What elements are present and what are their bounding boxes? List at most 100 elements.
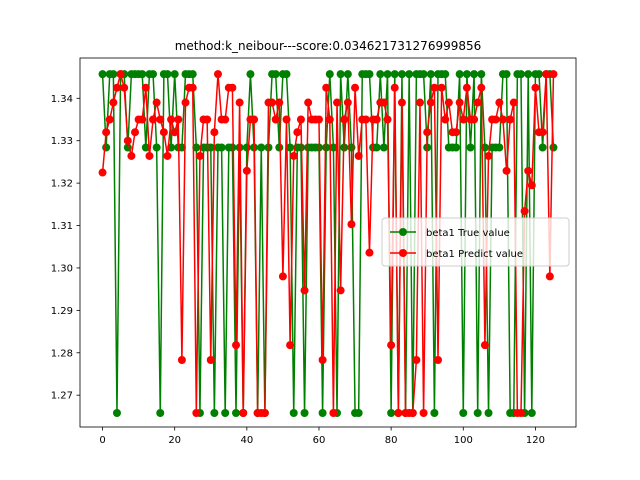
series-1-point (545, 272, 554, 281)
series-1-point (491, 115, 500, 124)
series-1-point (495, 98, 504, 107)
series-1-point (260, 409, 269, 417)
series-1-point (434, 355, 443, 364)
series-1-point (379, 98, 388, 107)
x-tick-label: 120 (526, 435, 545, 446)
series-1-point (462, 83, 471, 92)
y-tick-label: 1.28 (51, 348, 73, 359)
series-1-point (408, 409, 417, 417)
series-0-point (452, 143, 461, 152)
series-1-point (354, 151, 363, 160)
series-0-point (177, 143, 186, 152)
series-0-point (502, 70, 511, 79)
series-1-point (232, 341, 241, 350)
series-1-point (343, 98, 352, 107)
series-1-point (286, 341, 295, 350)
series-0-point (473, 409, 482, 417)
series-0-point (376, 70, 385, 79)
series-0-point (495, 143, 504, 152)
chart-title: method:k_neibour---score:0.0346217312769… (175, 39, 482, 53)
series-1-point (480, 341, 489, 350)
x-tick-label: 40 (240, 435, 253, 446)
series-0-point (336, 70, 345, 79)
series-0-point (343, 70, 352, 79)
series-1-point (477, 83, 486, 92)
series-1-point (372, 115, 381, 124)
series-0-point (538, 143, 547, 152)
series-1-point (242, 166, 251, 175)
series-1-point (318, 355, 327, 364)
series-1-point (120, 83, 129, 92)
legend-swatch-marker (399, 228, 407, 236)
series-1-point (437, 83, 446, 92)
y-tick-label: 1.32 (51, 179, 73, 190)
series-1-point (127, 151, 136, 160)
series-1-point (138, 115, 147, 124)
series-0-point (271, 70, 280, 79)
series-1-point (131, 128, 140, 137)
series-0-point (98, 70, 107, 79)
series-1-point (455, 98, 464, 107)
series-1-point (141, 83, 150, 92)
series-0-point (459, 409, 468, 417)
series-1-point (412, 355, 421, 364)
series-1-point (484, 151, 493, 160)
series-1-point (271, 115, 280, 124)
x-tick-label: 80 (385, 435, 398, 446)
series-0-point (365, 70, 374, 79)
series-1-point (365, 248, 374, 257)
series-1-point (170, 128, 179, 137)
series-1-point (163, 151, 172, 160)
series-1-point (156, 115, 165, 124)
series-0-point (466, 143, 475, 152)
series-0-point (217, 143, 226, 152)
x-tick-label: 100 (454, 435, 473, 446)
series-0-point (170, 70, 179, 79)
x-tick-label: 0 (99, 435, 105, 446)
y-tick-label: 1.27 (51, 391, 73, 402)
series-0-point (455, 70, 464, 79)
series-1-point (390, 83, 399, 92)
legend: beta1 True value beta1 Predict value (381, 217, 570, 267)
series-0-point (109, 70, 118, 79)
series-1-point (275, 98, 284, 107)
series-1-point (221, 115, 230, 124)
series-1-point (314, 115, 323, 124)
series-1-point (98, 168, 107, 177)
series-0-point (477, 70, 486, 79)
series-0-point (549, 143, 558, 152)
series-1-point (441, 115, 450, 124)
series-1-point (444, 98, 453, 107)
series-1-point (105, 115, 114, 124)
series-0-point (484, 409, 493, 417)
series-0-point (188, 70, 197, 79)
legend-label: beta1 Predict value (426, 249, 523, 260)
series-1-point (239, 409, 248, 417)
series-0-point (462, 70, 471, 79)
series-1-point (383, 115, 392, 124)
series-1-point (123, 136, 132, 145)
series-1-point (289, 151, 298, 160)
series-0-point (426, 70, 435, 79)
series-1-point (206, 355, 215, 364)
series-1-point (159, 128, 168, 137)
series-1-point (520, 207, 529, 216)
series-1-point (516, 409, 525, 417)
series-0-point (246, 70, 255, 79)
series-1-point (181, 98, 190, 107)
series-0-point (210, 409, 219, 417)
y-tick-label: 1.34 (51, 94, 73, 105)
series-1-point (329, 409, 338, 417)
series-1-point (174, 115, 183, 124)
series-1-point (102, 128, 111, 137)
series-1-point (397, 98, 406, 107)
series-0-point (535, 70, 544, 79)
series-1-point (423, 128, 432, 137)
series-0-point (470, 70, 479, 79)
series-0-point (275, 143, 284, 152)
series-1-point (506, 115, 515, 124)
series-0-point (192, 143, 201, 152)
series-0-point (112, 409, 121, 417)
series-1-point (415, 98, 424, 107)
series-1-point (361, 115, 370, 124)
